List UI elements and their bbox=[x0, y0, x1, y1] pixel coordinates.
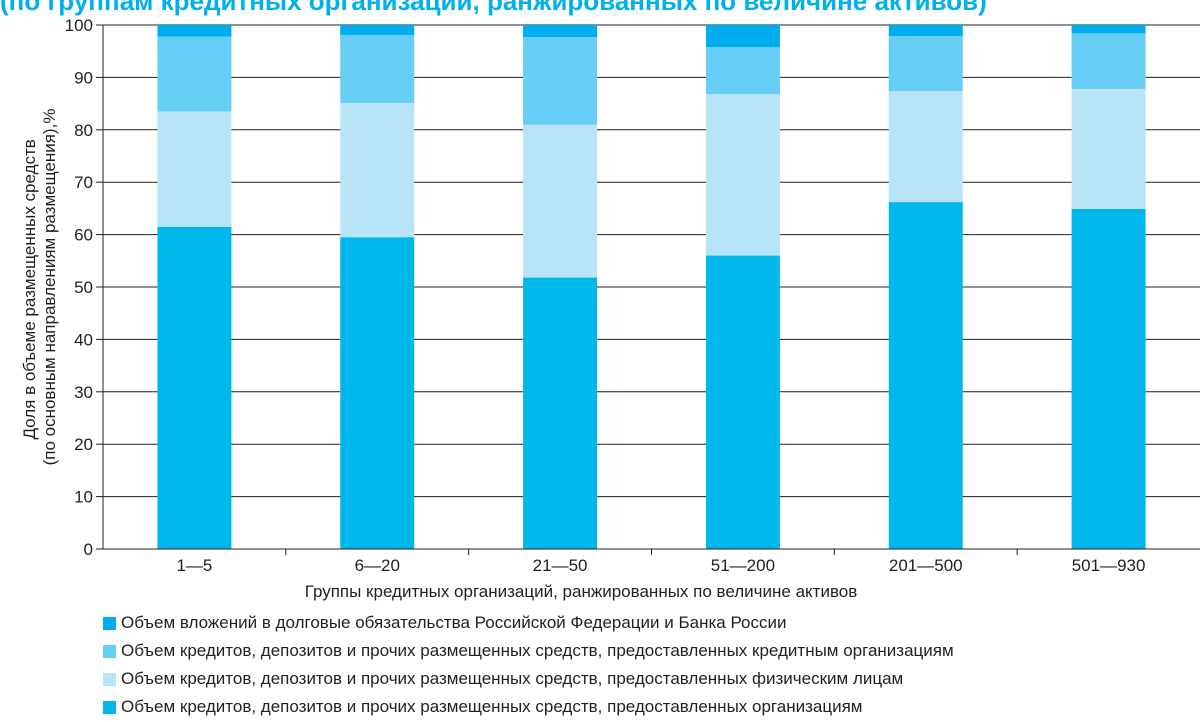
bars bbox=[157, 25, 1146, 550]
y-tick-label: 40 bbox=[74, 330, 93, 349]
legend-label: Объем кредитов, депозитов и прочих разме… bbox=[121, 669, 904, 688]
bar-segment bbox=[888, 36, 963, 92]
bar-segment bbox=[157, 226, 232, 550]
legend-label: Объем кредитов, депозитов и прочих разме… bbox=[121, 697, 863, 716]
x-tick-label: 501—930 bbox=[1072, 556, 1146, 575]
bar-segment bbox=[1071, 88, 1146, 209]
y-tick-label: 0 bbox=[84, 540, 93, 559]
y-tick-label: 20 bbox=[74, 435, 93, 454]
legend: Объем вложений в долговые обязательства … bbox=[103, 609, 1200, 721]
legend-item: Объем кредитов, депозитов и прочих разме… bbox=[103, 637, 1200, 665]
x-tick-label: 201—500 bbox=[889, 556, 963, 575]
y-tick-label: 80 bbox=[74, 121, 93, 140]
bar-segment bbox=[340, 237, 415, 549]
axes: 0 10 20 30 40 50 60 70 80 90 100 1—5 6—20 21—50 51—200… bbox=[65, 16, 1200, 575]
x-tick-label: 6—20 bbox=[355, 556, 400, 575]
bar-segment bbox=[888, 25, 963, 37]
legend-swatch bbox=[103, 644, 116, 658]
bar-segment bbox=[157, 36, 232, 112]
bar-segment bbox=[523, 277, 598, 549]
y-axis-label: Доля в объеме размещенных средств (по ос… bbox=[20, 109, 59, 466]
y-tick-label: 60 bbox=[74, 226, 93, 245]
y-tick-label: 10 bbox=[74, 488, 93, 507]
y-tick-label: 50 bbox=[74, 278, 93, 297]
legend-swatch bbox=[103, 616, 116, 630]
bar-segment bbox=[705, 255, 780, 549]
stacked-bar-chart: 0 10 20 30 40 50 60 70 80 90 100 1—5 6—20 21—50 51—200… bbox=[20, 16, 1200, 601]
bar-segment bbox=[705, 47, 780, 95]
x-axis-label: Группы кредитных организаций, ранжирован… bbox=[305, 582, 858, 601]
gridlines bbox=[103, 24, 1200, 498]
y-axis-label-line-1: Доля в объеме размещенных средств bbox=[20, 139, 39, 439]
y-tick-label: 100 bbox=[65, 16, 93, 35]
x-tick-label: 51—200 bbox=[711, 556, 775, 575]
bar-segment bbox=[523, 37, 598, 125]
bar-segment bbox=[340, 103, 415, 238]
legend-swatch bbox=[103, 672, 116, 686]
x-tick-label: 21—50 bbox=[533, 556, 588, 575]
bar-segment bbox=[523, 25, 598, 38]
bar-segment bbox=[157, 25, 232, 37]
bar-segment bbox=[888, 202, 963, 549]
bar-segment bbox=[340, 34, 415, 104]
y-axis-label-line-2: (по основным направлениям размещения),% bbox=[40, 109, 59, 466]
x-tick-label: 1—5 bbox=[176, 556, 212, 575]
bar-segment bbox=[523, 124, 598, 278]
bar-segment bbox=[1071, 25, 1146, 34]
bar-segment bbox=[1071, 33, 1146, 89]
bar-segment bbox=[340, 25, 415, 35]
legend-swatch bbox=[103, 700, 116, 714]
y-tick-label: 70 bbox=[74, 173, 93, 192]
bar-segment bbox=[157, 111, 232, 227]
chart-title: (по группам кредитных организаций, ранжи… bbox=[0, 0, 987, 16]
bar-segment bbox=[705, 25, 780, 48]
legend-item: Объем кредитов, депозитов и прочих разме… bbox=[103, 665, 1200, 693]
legend-label: Объем кредитов, депозитов и прочих разме… bbox=[121, 641, 954, 660]
bar-segment bbox=[705, 94, 780, 256]
legend-item: Объем кредитов, депозитов и прочих разме… bbox=[103, 693, 1200, 721]
y-tick-label: 90 bbox=[74, 68, 93, 87]
y-tick-label: 30 bbox=[74, 383, 93, 402]
legend-item: Объем вложений в долговые обязательства … bbox=[103, 609, 1200, 637]
bar-segment bbox=[888, 91, 963, 203]
legend-label: Объем вложений в долговые обязательства … bbox=[121, 613, 787, 632]
bar-segment bbox=[1071, 208, 1146, 549]
